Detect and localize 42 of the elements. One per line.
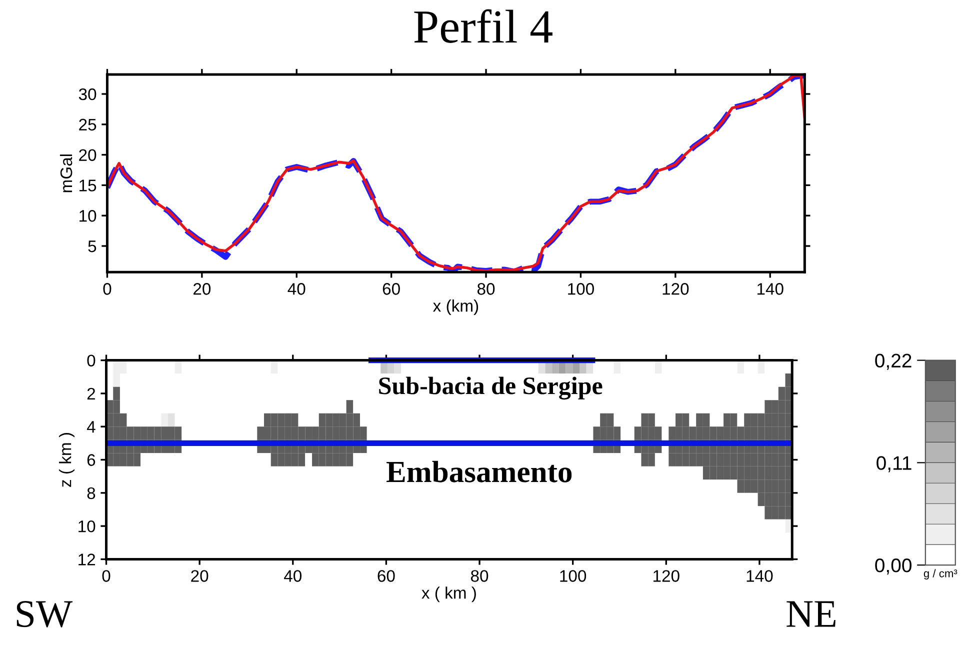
color-bar-label: 0,11 — [876, 456, 912, 472]
x-tick-label: 0 — [103, 283, 112, 295]
chart-title: Perfil 4 — [414, 9, 552, 43]
x-tick-label: 60 — [378, 570, 395, 582]
x-axis-title: x ( km ) — [422, 586, 476, 602]
x-tick-label: 120 — [662, 283, 689, 295]
text: NE — [786, 601, 836, 627]
y-tick-label: 15 — [80, 180, 96, 192]
y-axis-title: z ( km ) — [58, 433, 75, 487]
y-tick-label: 10 — [80, 210, 96, 222]
x-tick-label: 20 — [191, 570, 208, 582]
text: SW — [16, 601, 73, 628]
x-tick-label: 100 — [560, 570, 586, 582]
y-tick-label: 25 — [79, 118, 96, 131]
annotation: Sub-bacia de Sergipe — [379, 376, 602, 400]
y-tick-label: 12 — [78, 554, 96, 566]
y-tick-label: 0 — [87, 354, 96, 366]
x-tick-label: 40 — [288, 283, 306, 295]
y-axis-title: mGal — [60, 154, 72, 192]
y-tick-label: 30 — [78, 88, 96, 100]
x-tick-label: 0 — [102, 570, 110, 582]
color-bar-label: 0,22 — [875, 354, 912, 370]
y-tick-label: 8 — [87, 487, 96, 500]
y-tick-label: 20 — [79, 149, 96, 161]
y-tick-label: 4 — [86, 421, 96, 433]
x-tick-label: 100 — [568, 283, 594, 295]
annotation: Embasamento — [386, 460, 572, 482]
x-tick-label: 20 — [193, 283, 211, 295]
x-tick-label: 80 — [477, 283, 495, 295]
x-tick-label: 40 — [284, 570, 302, 582]
color-bar-title: g / cm³ — [924, 569, 958, 580]
x-tick-label: 140 — [746, 570, 773, 582]
y-tick-label: 10 — [78, 520, 96, 532]
y-tick-label: 6 — [87, 454, 96, 466]
x-tick-label: 80 — [470, 570, 488, 582]
x-tick-label: 140 — [757, 283, 784, 295]
x-axis-title: x (km) — [433, 300, 478, 316]
x-tick-label: 120 — [654, 570, 680, 582]
y-tick-label: 2 — [87, 388, 96, 400]
x-tick-label: 60 — [382, 283, 400, 295]
color-bar-label: 0,00 — [875, 558, 912, 575]
y-tick-label: 5 — [88, 240, 96, 252]
